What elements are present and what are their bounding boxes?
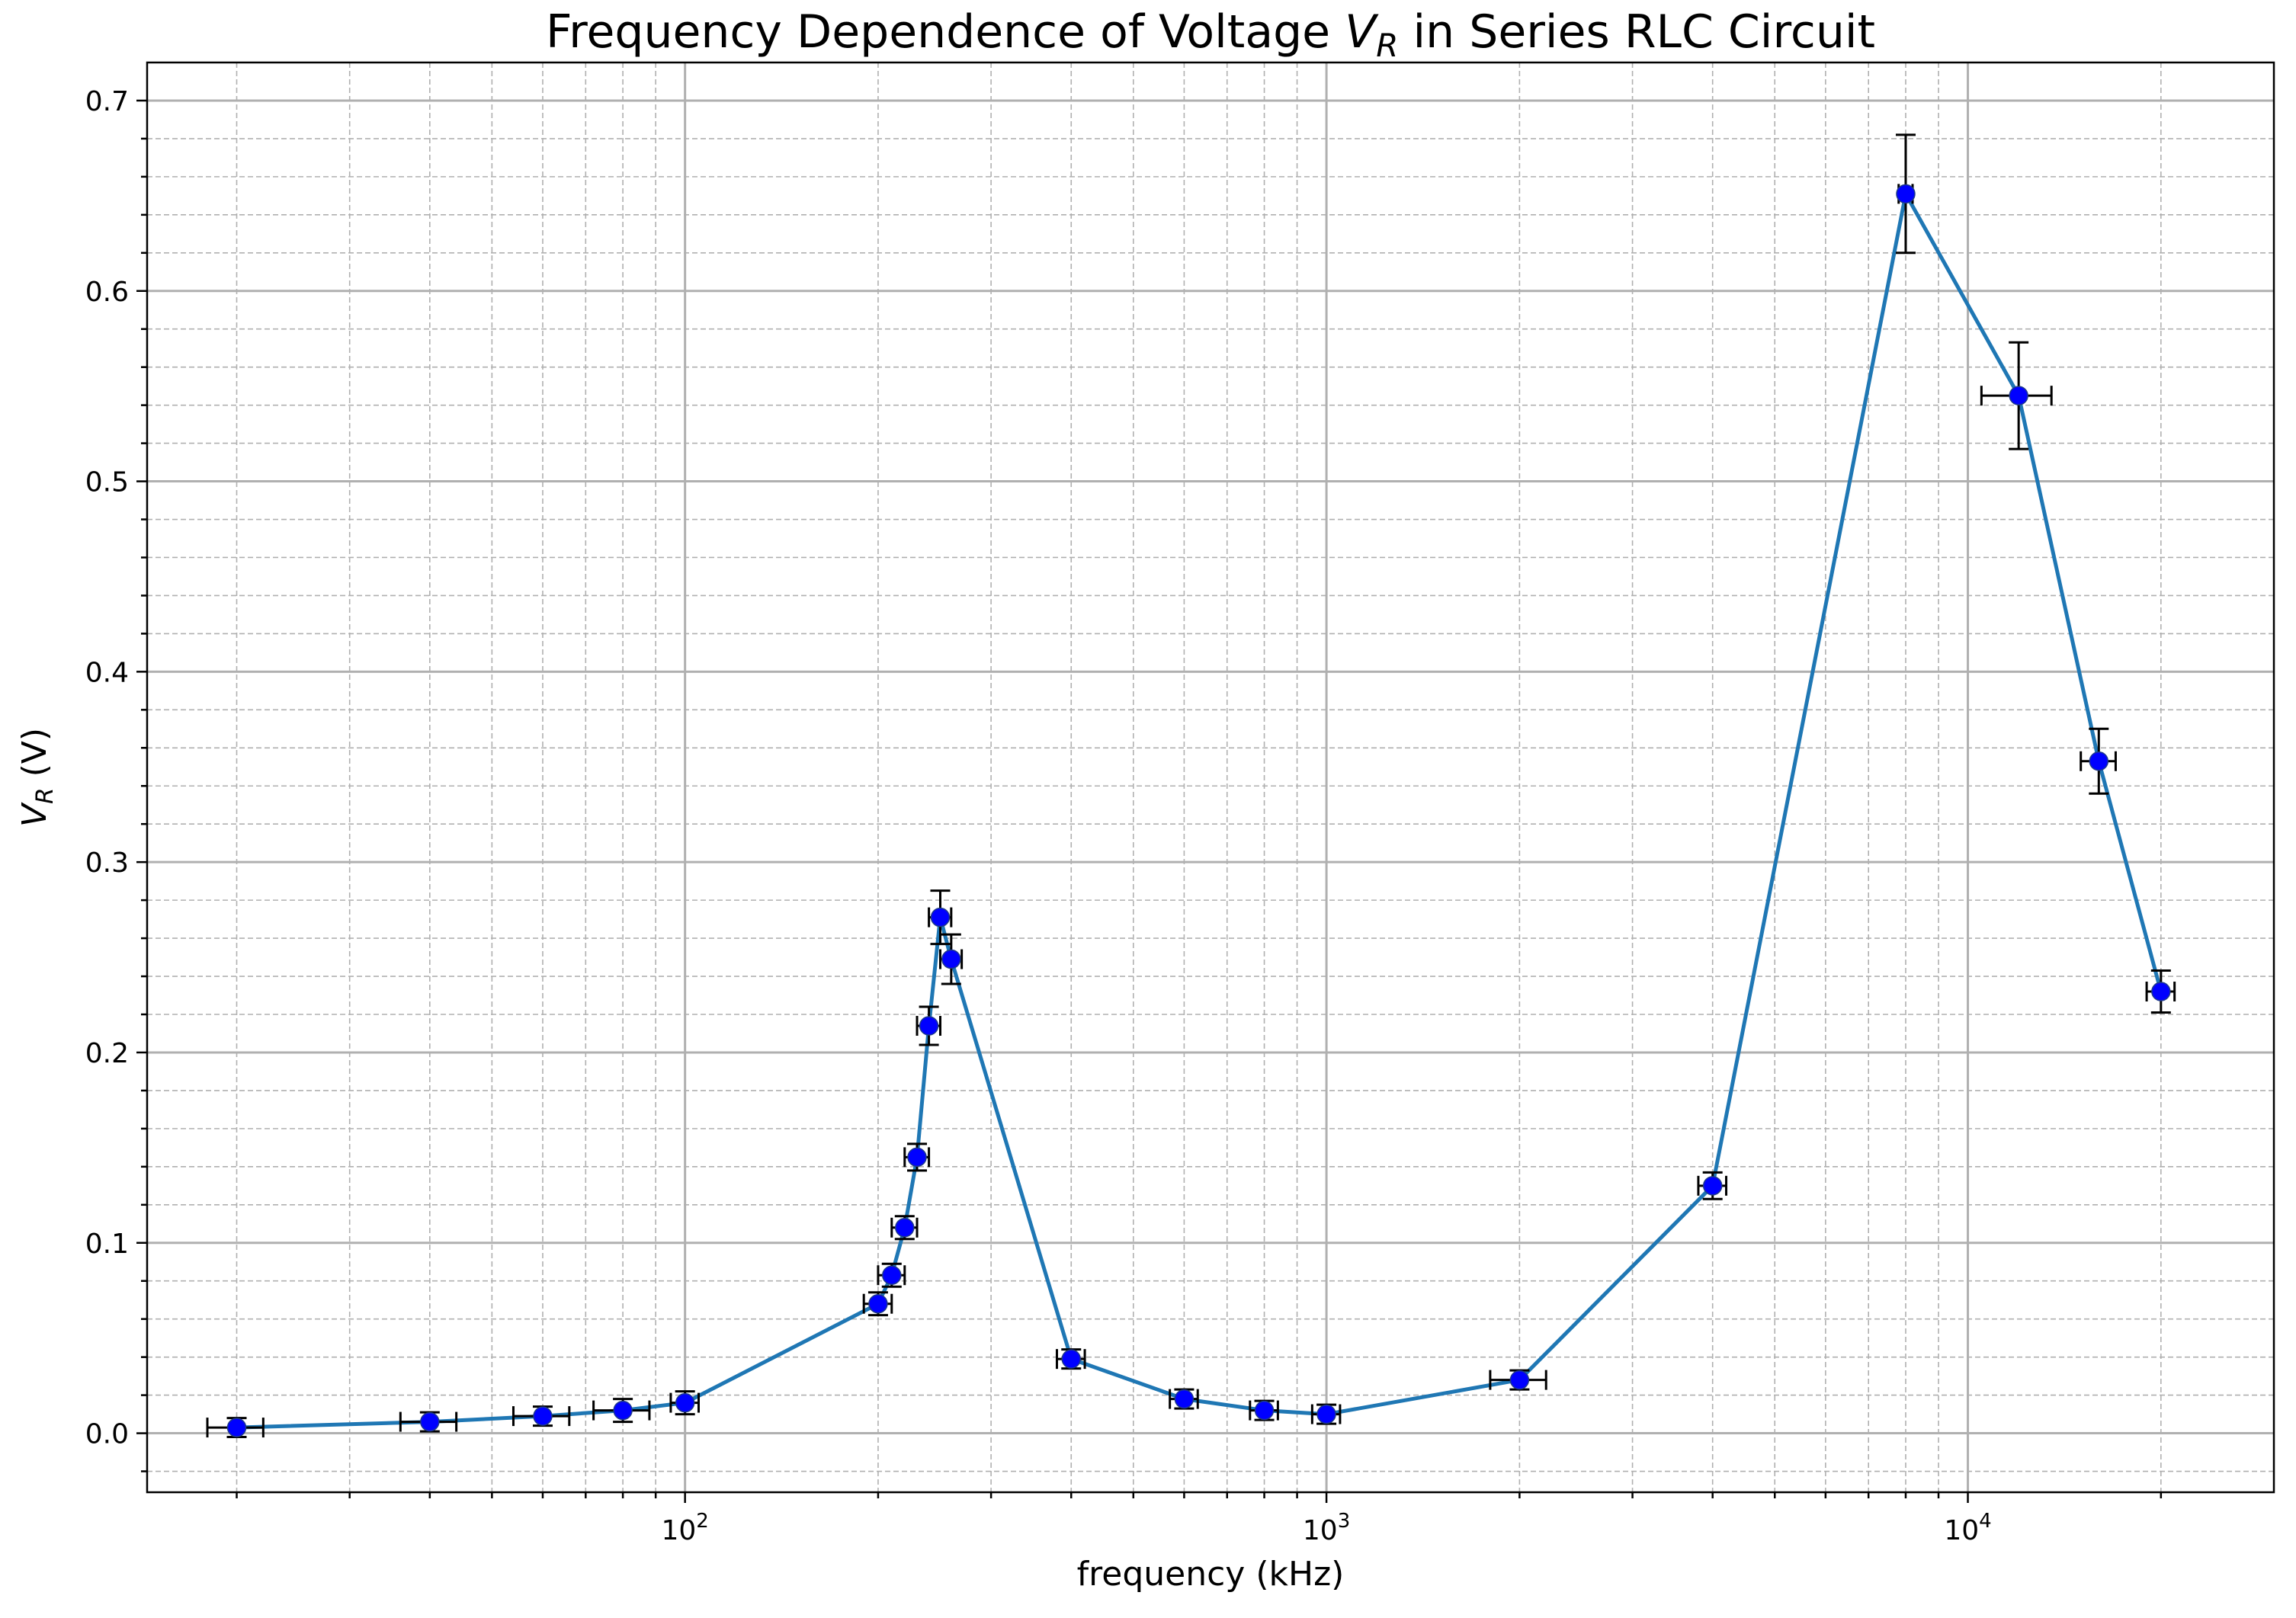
data-point-group [1697, 1171, 1728, 1200]
y-tick-label: 0.5 [85, 467, 129, 498]
series-line [236, 191, 2163, 1430]
data-point [1896, 184, 1916, 204]
data-point-group [1169, 1388, 1199, 1410]
data-point-group [1310, 1403, 1342, 1425]
x-tick-label-base: 10 [661, 1515, 696, 1546]
data-point [907, 1147, 927, 1168]
data-point-group [877, 1262, 906, 1288]
y-axis-unit: (V) [15, 728, 54, 787]
y-tick-label: 0.1 [85, 1229, 129, 1260]
data-point [930, 907, 951, 928]
data-point [919, 1016, 939, 1036]
x-tick-label-exponent: 2 [696, 1510, 709, 1533]
data-point-group [2145, 969, 2176, 1014]
data-point [2089, 751, 2109, 771]
x-axis-label: frequency (kHz) [1077, 1555, 1345, 1594]
y-tick-label: 0.2 [85, 1038, 129, 1069]
data-point [1702, 1176, 1723, 1196]
y-axis-symbol: V [15, 802, 54, 827]
data-point [2151, 982, 2171, 1001]
y-tick-label: 0.0 [85, 1419, 129, 1450]
data-point-group [206, 1417, 265, 1439]
data-point [675, 1392, 695, 1413]
data-point [868, 1293, 888, 1314]
y-axis-subscript: R [31, 787, 59, 804]
data-point-group [669, 1390, 700, 1416]
x-tick-label-base: 10 [1303, 1515, 1338, 1546]
data-point-group [2080, 727, 2117, 795]
data-point [882, 1265, 902, 1285]
minor-grid [147, 62, 2274, 1492]
plot-frame [146, 61, 2275, 1494]
data-point-group [592, 1398, 651, 1424]
title-subscript: R [1376, 27, 1398, 64]
data-point [613, 1400, 633, 1421]
major-grid [147, 62, 2274, 1492]
data-point-group [862, 1291, 893, 1317]
y-axis-label: VR (V) [15, 728, 59, 827]
data-point [420, 1411, 440, 1432]
data-point-group [938, 933, 964, 985]
x-tick-label: 103 [1303, 1510, 1350, 1546]
x-tick-label-exponent: 4 [1979, 1510, 1992, 1533]
data-point-group [916, 1005, 941, 1046]
data-point-group [890, 1215, 919, 1241]
data-point [895, 1218, 915, 1238]
data-point [1061, 1349, 1082, 1369]
data-point-group [399, 1411, 458, 1433]
data-point [2009, 386, 2028, 405]
y-tick-label: 0.7 [85, 86, 129, 117]
x-tick-label-exponent: 3 [1338, 1510, 1351, 1533]
data-point-group [1489, 1369, 1547, 1391]
series-layer [206, 133, 2176, 1439]
title-suffix: in Series RLC Circuit [1398, 5, 1875, 59]
x-tick-label-base: 10 [1944, 1515, 1979, 1546]
data-point [533, 1406, 553, 1426]
data-point [1316, 1404, 1336, 1424]
title-prefix: Frequency Dependence of Voltage [546, 5, 1345, 59]
data-point-group [1249, 1399, 1279, 1421]
data-point [1174, 1389, 1194, 1409]
data-point-group [928, 889, 953, 946]
data-point [226, 1418, 247, 1437]
data-point-group [511, 1405, 571, 1427]
data-point [1509, 1370, 1530, 1390]
data-point-group [1056, 1348, 1086, 1370]
data-point [941, 949, 961, 969]
title-symbol: V [1345, 5, 1379, 59]
data-point-group [903, 1142, 931, 1172]
data-point-group [1980, 341, 2053, 450]
y-tick-label: 0.4 [85, 657, 129, 688]
chart-title: Frequency Dependence of Voltage VR in Se… [546, 5, 1875, 64]
x-tick-label: 104 [1944, 1510, 1991, 1546]
y-tick-label: 0.6 [85, 277, 129, 308]
data-point-group [1895, 133, 1916, 255]
y-tick-label: 0.3 [85, 847, 129, 879]
x-tick-label: 102 [661, 1510, 708, 1546]
data-point [1254, 1400, 1275, 1421]
